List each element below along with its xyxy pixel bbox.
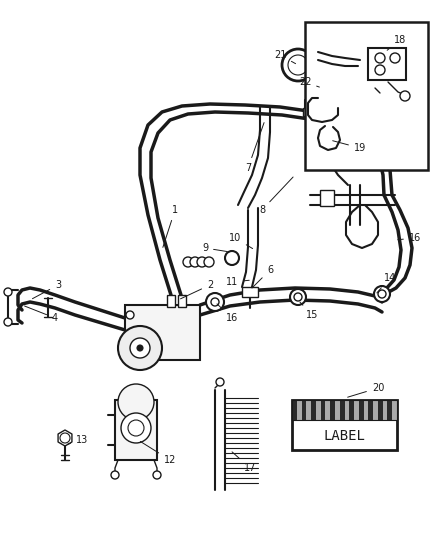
Text: 11: 11 (226, 277, 249, 287)
Circle shape (288, 55, 308, 75)
Circle shape (375, 53, 385, 63)
Circle shape (216, 378, 224, 386)
Bar (368, 48, 406, 80)
Bar (316, 400, 321, 420)
Text: 20: 20 (348, 383, 384, 397)
Circle shape (311, 77, 333, 99)
Text: 18: 18 (387, 35, 406, 50)
Bar (306, 400, 311, 420)
Text: 7: 7 (245, 123, 264, 173)
Text: 9: 9 (202, 243, 227, 253)
Circle shape (121, 413, 151, 443)
Bar (383, 400, 388, 420)
Circle shape (60, 433, 70, 443)
Circle shape (375, 65, 385, 75)
Bar (320, 190, 334, 206)
Circle shape (374, 286, 390, 302)
Bar (330, 400, 335, 420)
Bar (311, 400, 316, 420)
Circle shape (111, 471, 119, 479)
Bar (178, 295, 186, 307)
Text: 6: 6 (252, 265, 273, 288)
Bar (303, 108, 315, 116)
Circle shape (4, 288, 12, 296)
Text: LABEL: LABEL (323, 429, 365, 443)
Circle shape (118, 384, 154, 420)
Bar (349, 400, 354, 420)
Text: 15: 15 (300, 302, 318, 320)
Bar (321, 400, 325, 420)
Bar (301, 400, 306, 420)
Circle shape (137, 345, 143, 351)
Circle shape (390, 53, 400, 63)
Bar (305, 22, 428, 170)
Circle shape (206, 293, 224, 311)
Text: 16: 16 (217, 304, 238, 323)
Circle shape (316, 82, 328, 94)
Circle shape (190, 257, 200, 267)
Circle shape (400, 91, 410, 101)
Circle shape (225, 251, 239, 265)
Text: 14: 14 (377, 273, 396, 293)
Text: 16: 16 (398, 233, 421, 243)
Text: 3: 3 (32, 280, 61, 298)
Text: 10: 10 (229, 233, 253, 248)
Text: 19: 19 (333, 141, 366, 153)
Bar (364, 400, 368, 420)
Bar (388, 400, 392, 420)
Circle shape (204, 257, 214, 267)
Bar (325, 400, 330, 420)
Text: 22: 22 (299, 77, 319, 87)
Bar (242, 287, 258, 297)
Bar (167, 295, 175, 307)
Text: 8: 8 (259, 177, 293, 215)
Bar (292, 400, 297, 420)
Circle shape (183, 257, 193, 267)
Circle shape (128, 420, 144, 436)
Circle shape (290, 289, 306, 305)
Text: 13: 13 (67, 435, 88, 445)
Bar (378, 400, 383, 420)
Bar (392, 400, 397, 420)
Circle shape (282, 49, 314, 81)
Circle shape (130, 338, 150, 358)
Bar (297, 400, 301, 420)
Circle shape (153, 471, 161, 479)
Circle shape (118, 326, 162, 370)
Text: 4: 4 (25, 306, 58, 323)
Bar (368, 400, 373, 420)
Bar (354, 400, 359, 420)
Circle shape (126, 311, 134, 319)
Bar (292, 400, 397, 420)
Text: 2: 2 (180, 280, 213, 299)
Circle shape (378, 290, 386, 298)
Circle shape (4, 318, 12, 326)
Bar (335, 400, 340, 420)
Bar (292, 400, 397, 450)
Bar (345, 400, 349, 420)
Bar (359, 400, 364, 420)
Bar (340, 400, 345, 420)
Text: 21: 21 (274, 50, 296, 63)
Circle shape (197, 257, 207, 267)
Circle shape (211, 298, 219, 306)
Text: 1: 1 (163, 205, 178, 247)
Text: 12: 12 (140, 441, 176, 465)
Bar (125, 305, 200, 360)
Circle shape (294, 293, 302, 301)
Bar (115, 400, 157, 460)
Bar (373, 400, 378, 420)
Text: 17: 17 (232, 452, 256, 473)
